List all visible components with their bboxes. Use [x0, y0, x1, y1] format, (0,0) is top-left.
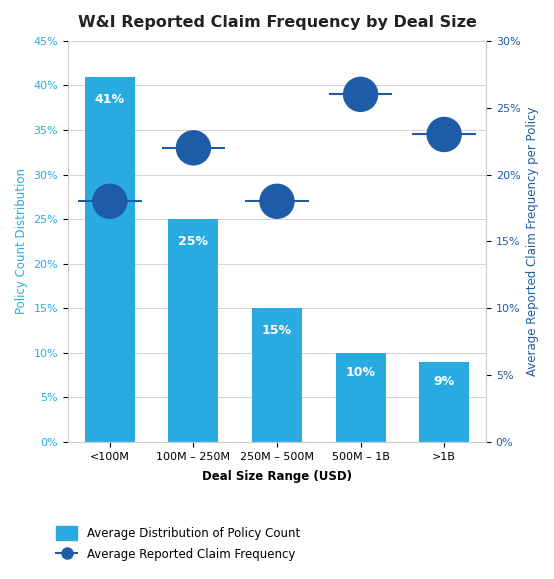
Point	[440, 130, 449, 139]
Point	[356, 90, 365, 99]
Bar	[85, 76, 135, 442]
Text: 23%: 23%	[430, 128, 458, 141]
Bar	[252, 308, 302, 442]
Bar	[168, 219, 218, 442]
Point	[189, 143, 198, 152]
X-axis label: Deal Size Range (USD): Deal Size Range (USD)	[202, 470, 352, 483]
Y-axis label: Policy Count Distribution: Policy Count Distribution	[15, 168, 28, 314]
Text: 41%: 41%	[95, 93, 125, 105]
Point	[273, 197, 281, 206]
Text: 9%: 9%	[434, 375, 455, 388]
Y-axis label: Average Reported Claim Frequency per Policy: Average Reported Claim Frequency per Pol…	[526, 107, 539, 376]
Legend: Average Distribution of Policy Count, Average Reported Claim Frequency: Average Distribution of Policy Count, Av…	[50, 519, 306, 567]
Text: 10%: 10%	[346, 366, 376, 379]
Text: 22%: 22%	[179, 141, 207, 155]
Text: 18%: 18%	[263, 195, 291, 208]
Title: W&I Reported Claim Frequency by Deal Size: W&I Reported Claim Frequency by Deal Siz…	[78, 15, 476, 30]
Text: 18%: 18%	[96, 195, 124, 208]
Bar	[419, 362, 469, 442]
Text: 15%: 15%	[262, 324, 292, 337]
Text: 26%: 26%	[346, 88, 375, 101]
Point	[105, 197, 114, 206]
Bar	[336, 353, 386, 442]
Text: 25%: 25%	[178, 235, 208, 248]
